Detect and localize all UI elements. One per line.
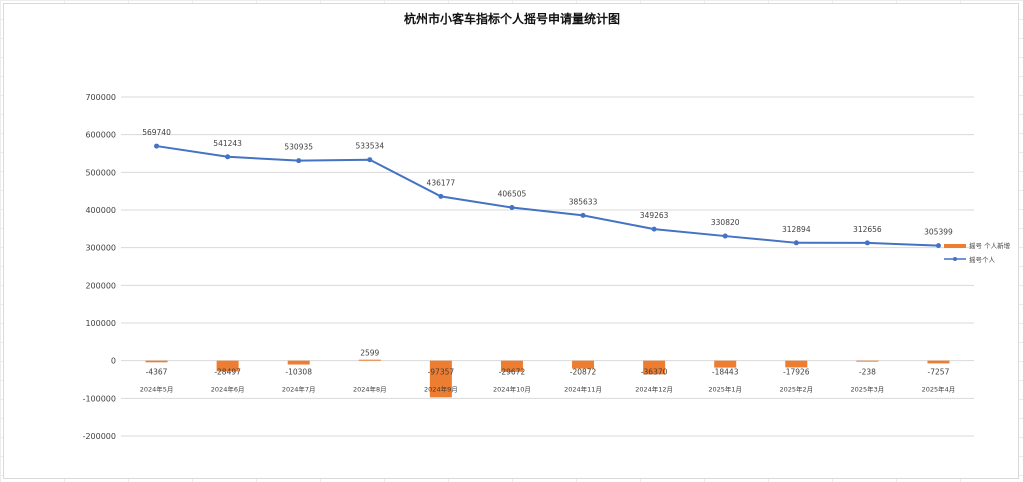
x-tick-label: 2025年2月	[779, 385, 813, 394]
y-tick-label: 700000	[85, 93, 116, 102]
y-tick-label: 500000	[85, 168, 116, 177]
bar	[429, 360, 452, 398]
line-data-label: 533534	[355, 142, 384, 151]
bar	[572, 360, 595, 369]
x-tick-label: 2024年8月	[353, 385, 387, 394]
bar	[643, 360, 666, 375]
line-data-label: 312894	[782, 225, 811, 234]
line-point	[438, 193, 444, 199]
bar	[785, 360, 808, 368]
legend-line-label: 摇号个人	[969, 255, 996, 264]
y-tick-label: 400000	[85, 206, 116, 215]
x-tick-label: 2025年1月	[708, 385, 742, 394]
bar	[500, 360, 523, 372]
line-point	[225, 154, 231, 160]
bar-data-label: -18443	[712, 368, 739, 377]
bar-data-label: -10308	[285, 368, 312, 377]
line-point	[793, 240, 799, 246]
x-tick-label: 2025年3月	[851, 385, 885, 394]
line-data-label: 406505	[498, 190, 527, 199]
line-point	[154, 143, 160, 149]
line-series	[154, 143, 941, 249]
gridlines	[121, 96, 974, 437]
line-data-label: 349263	[640, 211, 669, 220]
x-tick-label: 2024年12月	[635, 385, 673, 394]
x-axis-tick-labels: 2024年5月 2024年6月 2024年7月 2024年8月 2024年9月 2024年…	[140, 385, 956, 394]
y-tick-label: 0	[111, 357, 116, 366]
x-tick-label: 2024年6月	[211, 385, 245, 394]
y-axis-tick-labels: 700000 600000 500000 400000 300000 200000 1000…	[83, 93, 116, 441]
bar-data-label: -17926	[783, 368, 810, 377]
line-data-label: 305399	[924, 228, 953, 237]
chart-svg: 杭州市小客车指标个人摇号申请量统计图 700000 600000 500000 400…	[83, 11, 1011, 441]
bar	[714, 360, 737, 368]
bar-data-label: -28497	[214, 368, 241, 377]
bar-data-label: -20872	[570, 368, 597, 377]
line-data-label: 436177	[427, 178, 456, 187]
bar	[287, 360, 310, 365]
legend-bar-label: 摇号 个人新增	[969, 241, 1010, 250]
line-point	[509, 205, 515, 211]
line-data-label: 385633	[569, 197, 598, 206]
y-tick-label: 200000	[85, 281, 116, 290]
x-tick-label: 2024年9月	[424, 385, 458, 394]
line-point	[367, 157, 373, 163]
bar	[856, 360, 879, 362]
y-tick-label: 600000	[85, 131, 116, 140]
line-point	[296, 158, 302, 164]
y-tick-label: 100000	[85, 319, 116, 328]
x-tick-label: 2024年11月	[564, 385, 602, 394]
line-point	[580, 212, 586, 218]
bar	[358, 359, 381, 361]
x-tick-label: 2025年4月	[922, 385, 956, 394]
legend-bar-swatch	[944, 244, 966, 248]
bar-series	[145, 359, 950, 398]
legend-line-marker	[953, 257, 957, 261]
bar	[927, 360, 950, 364]
x-tick-label: 2024年7月	[282, 385, 316, 394]
x-tick-label: 2024年10月	[493, 385, 531, 394]
bar-data-label: -29672	[499, 368, 526, 377]
line-point	[935, 243, 941, 249]
bar-data-label: 2599	[360, 349, 379, 358]
line-path	[156, 145, 939, 247]
line-data-label: 530935	[284, 143, 313, 152]
y-tick-label: -100000	[83, 394, 116, 403]
bar	[145, 360, 168, 363]
bar-data-label: -238	[859, 368, 876, 377]
line-data-label: 541243	[213, 139, 242, 148]
bar-data-label: -7257	[928, 368, 950, 377]
line-point	[651, 226, 657, 232]
bar-data-label: -4367	[146, 368, 168, 377]
line-data-label: 330820	[711, 218, 740, 227]
legend: 摇号 个人新增 摇号个人	[944, 241, 1010, 264]
line-data-label: 312656	[853, 225, 882, 234]
bar-data-label: -97357	[428, 368, 455, 377]
data-labels: -4367 -28497 -10308 2599 -97357 -29672 -20872 -…	[142, 128, 953, 377]
line-data-label: 569740	[142, 128, 171, 137]
x-tick-label: 2024年5月	[140, 385, 174, 394]
y-tick-label: -200000	[83, 432, 116, 441]
line-point	[722, 233, 728, 239]
chart-area[interactable]: 杭州市小客车指标个人摇号申请量统计图 700000 600000 500000 400…	[3, 3, 1019, 479]
bar	[216, 360, 239, 372]
line-point	[864, 240, 870, 246]
chart-title: 杭州市小客车指标个人摇号申请量统计图	[404, 11, 620, 26]
bar-data-label: -36370	[641, 368, 668, 377]
y-tick-label: 300000	[85, 244, 116, 253]
